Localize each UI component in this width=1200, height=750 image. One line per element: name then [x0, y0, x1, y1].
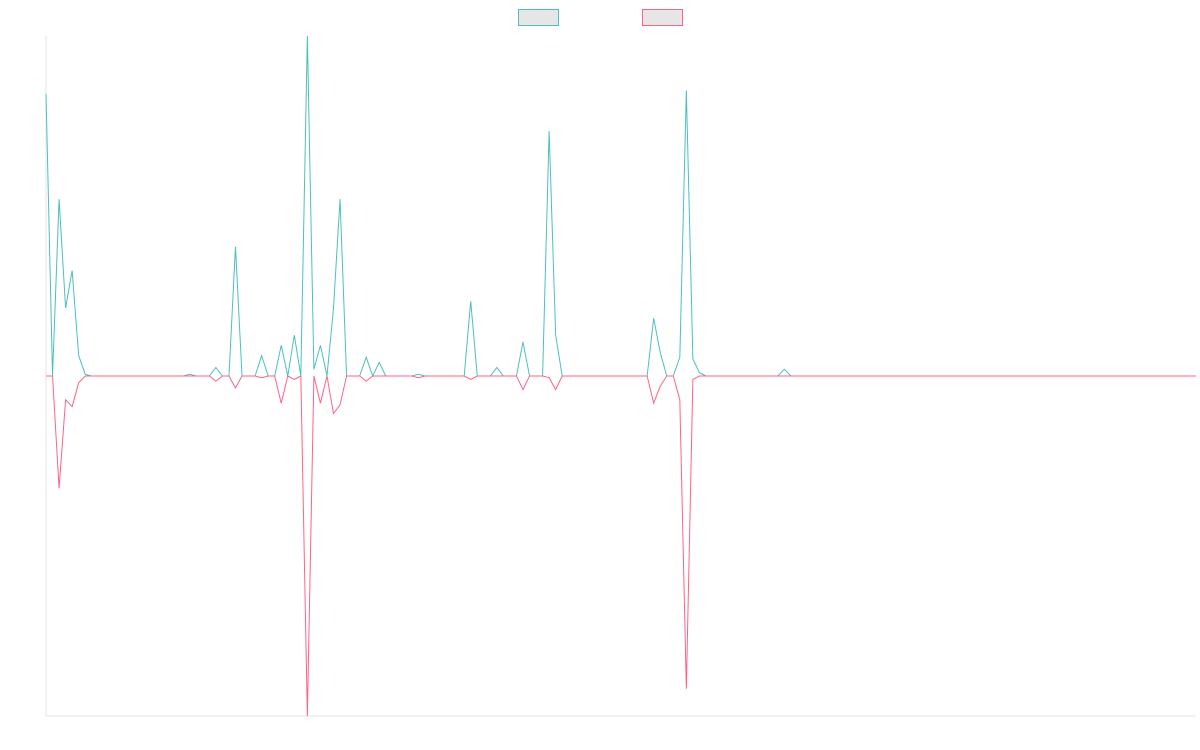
series-line-2 — [46, 375, 1196, 717]
legend — [518, 9, 683, 26]
series-line-1 — [45, 35, 1196, 378]
legend-swatch-1[interactable] — [518, 9, 559, 26]
legend-swatch-2[interactable] — [642, 9, 683, 26]
plot-area — [45, 35, 1196, 717]
